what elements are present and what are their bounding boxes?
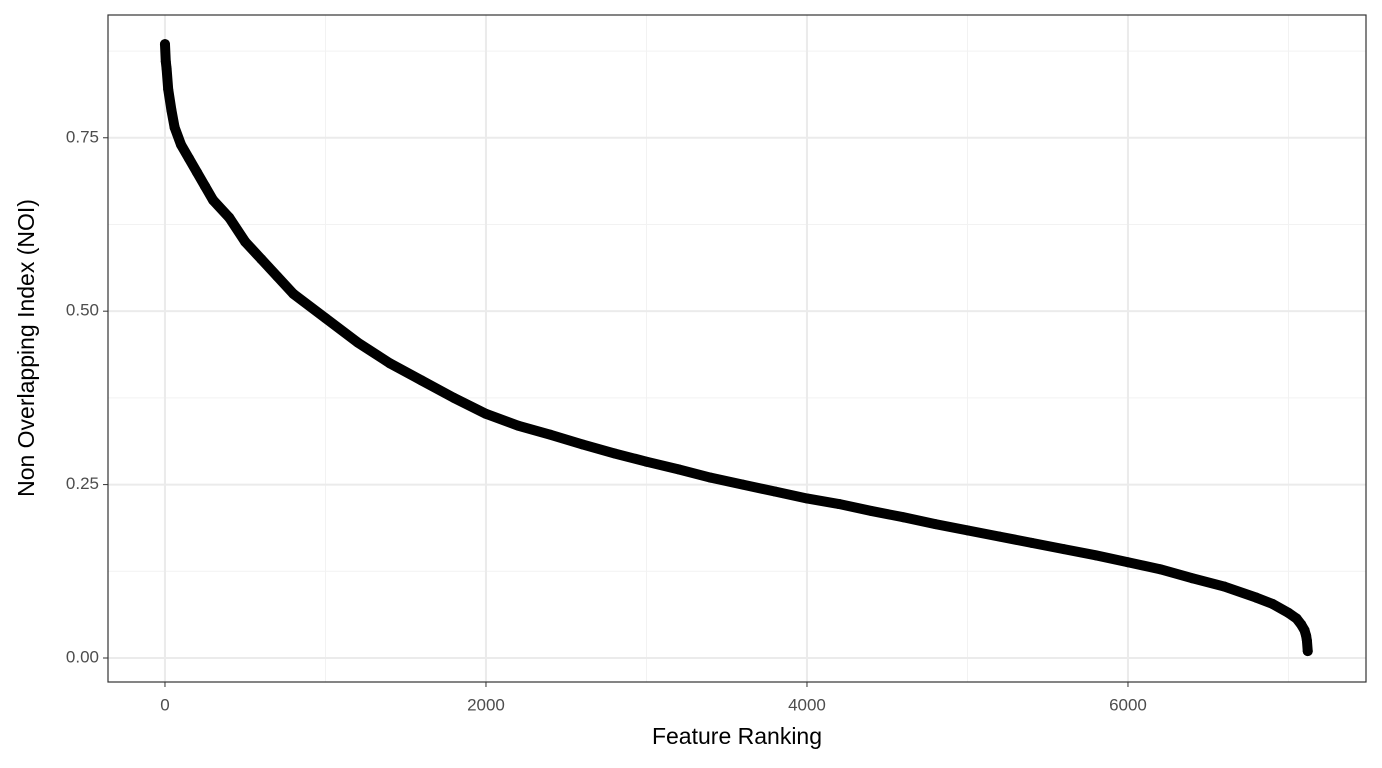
point [673, 464, 684, 475]
x-tick-label: 6000 [1109, 695, 1147, 714]
point [176, 139, 187, 150]
point [834, 499, 845, 510]
point [240, 236, 251, 247]
point [1026, 537, 1037, 548]
point [169, 122, 180, 133]
point [994, 531, 1005, 542]
point [416, 375, 427, 386]
point [161, 63, 172, 74]
point [1283, 607, 1294, 618]
point [801, 493, 812, 504]
point [166, 105, 177, 116]
point [1267, 598, 1278, 609]
y-tick-label: 0.75 [66, 127, 99, 146]
y-axis-title: Non Overlapping Index (NOI) [13, 199, 39, 497]
point [545, 429, 556, 440]
point [930, 519, 941, 530]
point [1122, 557, 1133, 568]
panel-border [107, 14, 1367, 683]
points [159, 39, 1313, 657]
y-tick-label: 0.25 [66, 474, 99, 493]
y-tick-label: 0.00 [66, 647, 99, 666]
point [1251, 592, 1262, 603]
point [288, 288, 299, 299]
point [1155, 564, 1166, 575]
point [705, 472, 716, 483]
point [224, 212, 235, 223]
point [256, 254, 267, 265]
x-tick-label: 2000 [467, 695, 505, 714]
point [641, 456, 652, 467]
point [192, 167, 203, 178]
point [163, 84, 174, 95]
point [384, 358, 395, 369]
point [272, 271, 283, 282]
point [184, 153, 195, 164]
point [1302, 646, 1313, 657]
point [208, 195, 219, 206]
y-tick-label: 0.50 [66, 301, 99, 320]
x-tick-label: 0 [160, 695, 169, 714]
point [320, 313, 331, 324]
point [1187, 573, 1198, 584]
point [962, 525, 973, 536]
point [769, 486, 780, 497]
point [513, 420, 524, 431]
x-tick-label: 4000 [788, 695, 826, 714]
point [609, 448, 620, 459]
point [352, 337, 363, 348]
point [737, 479, 748, 490]
point [898, 512, 909, 523]
point [577, 439, 588, 450]
point [1058, 544, 1069, 555]
x-axis-title: Feature Ranking [652, 723, 822, 749]
point [480, 408, 491, 419]
axes: 0 2000 4000 6000 0.00 0.25 0.50 0.75 [66, 127, 1147, 714]
point [866, 505, 877, 516]
point [1219, 581, 1230, 592]
point [159, 39, 170, 50]
point [448, 392, 459, 403]
point [1090, 550, 1101, 561]
point [200, 181, 211, 192]
point [1301, 635, 1312, 646]
